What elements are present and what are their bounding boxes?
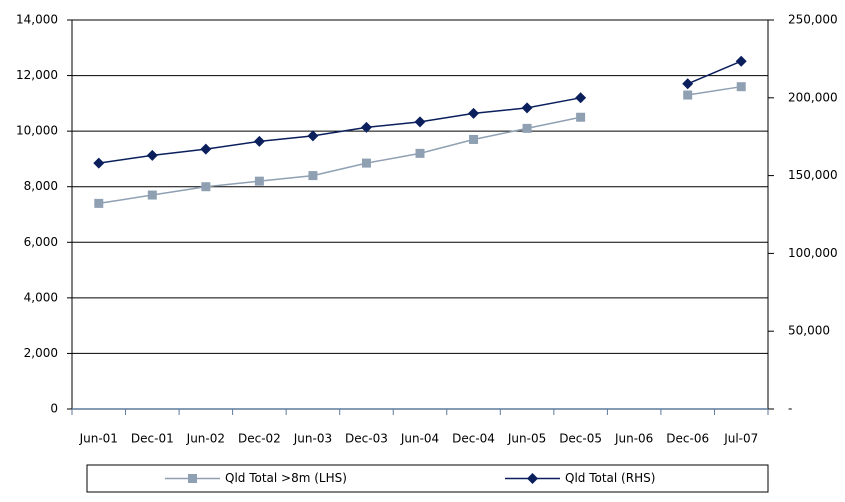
data-point	[735, 55, 747, 67]
data-point	[576, 112, 586, 122]
legend-label: Qld Total >8m (LHS)	[225, 471, 347, 485]
data-point	[414, 116, 426, 128]
data-point	[93, 157, 105, 169]
data-point	[682, 78, 694, 90]
y2-tick-label: -	[788, 402, 792, 416]
data-point	[360, 121, 372, 133]
x-tick-label: Jun-06	[614, 432, 653, 446]
data-point	[415, 148, 425, 158]
y-tick-label: 0	[50, 402, 58, 416]
x-tick-label: Dec-03	[345, 432, 388, 446]
y-tick-label: 10,000	[16, 124, 58, 138]
data-point	[147, 190, 157, 200]
x-tick-label: Dec-05	[559, 432, 602, 446]
data-point	[575, 92, 587, 104]
data-point	[253, 135, 265, 147]
data-point	[307, 130, 319, 142]
x-tick-label: Dec-01	[131, 432, 174, 446]
legend-marker	[527, 473, 538, 484]
x-tick-label: Dec-04	[452, 432, 495, 446]
series-line	[98, 85, 742, 205]
y-tick-label: 6,000	[24, 235, 58, 249]
data-point	[469, 134, 479, 144]
legend-label: Qld Total (RHS)	[565, 471, 655, 485]
data-point	[468, 107, 480, 119]
data-point	[308, 171, 318, 181]
data-point	[200, 143, 212, 155]
y-tick-label: 12,000	[16, 68, 58, 82]
x-tick-label: Dec-06	[666, 432, 709, 446]
x-tick-label: Jun-01	[79, 432, 118, 446]
x-tick-label: Dec-02	[238, 432, 281, 446]
y-tick-label: 4,000	[24, 290, 58, 304]
data-point	[146, 149, 158, 161]
data-point	[201, 182, 211, 192]
y-tick-label: 8,000	[24, 179, 58, 193]
data-point	[254, 176, 264, 186]
data-point	[361, 158, 371, 168]
x-tick-label: Jun-04	[400, 432, 439, 446]
legend-box	[86, 464, 769, 493]
y-tick-label: 14,000	[16, 13, 58, 27]
x-tick-label: Jun-03	[293, 432, 332, 446]
legend-marker	[188, 474, 197, 483]
data-point	[94, 198, 104, 208]
y2-tick-label: 200,000	[788, 90, 838, 104]
data-point	[736, 82, 746, 92]
y-tick-label: 2,000	[24, 346, 58, 360]
y2-tick-label: 50,000	[788, 324, 830, 338]
y2-tick-label: 150,000	[788, 168, 838, 182]
y2-tick-label: 100,000	[788, 246, 838, 260]
x-tick-label: Jun-02	[186, 432, 225, 446]
data-point	[522, 123, 532, 133]
x-tick-label: Jun-05	[507, 432, 546, 446]
series-line	[98, 60, 742, 164]
data-point	[521, 102, 533, 114]
data-point	[683, 90, 693, 100]
x-tick-label: Jul-07	[723, 432, 758, 446]
y2-tick-label: 250,000	[788, 13, 838, 27]
